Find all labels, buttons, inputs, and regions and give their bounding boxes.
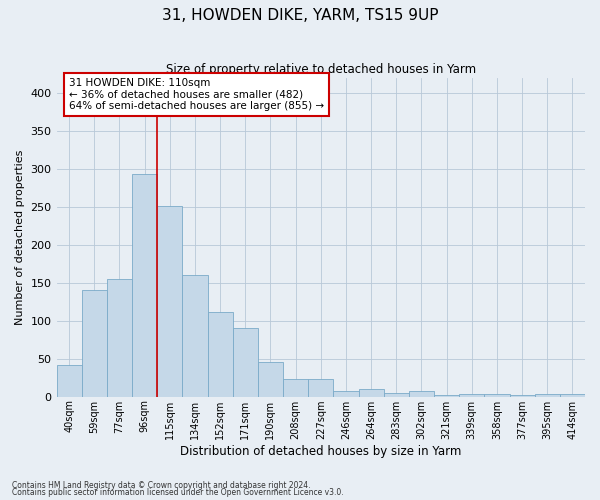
Bar [208,312,233,396]
Bar [359,389,383,396]
Bar [560,394,585,396]
Bar [233,328,258,396]
Bar [283,379,308,396]
X-axis label: Distribution of detached houses by size in Yarm: Distribution of detached houses by size … [180,444,461,458]
Text: Contains public sector information licensed under the Open Government Licence v3: Contains public sector information licen… [12,488,344,497]
Bar [383,393,409,396]
Text: Contains HM Land Registry data © Crown copyright and database right 2024.: Contains HM Land Registry data © Crown c… [12,480,311,490]
Bar [535,394,560,396]
Text: 31 HOWDEN DIKE: 110sqm
← 36% of detached houses are smaller (482)
64% of semi-de: 31 HOWDEN DIKE: 110sqm ← 36% of detached… [69,78,324,112]
Bar [409,392,434,396]
Y-axis label: Number of detached properties: Number of detached properties [15,150,25,325]
Bar [56,365,82,396]
Bar [82,290,107,397]
Bar [107,279,132,396]
Bar [258,362,283,396]
Bar [157,206,182,396]
Text: 31, HOWDEN DIKE, YARM, TS15 9UP: 31, HOWDEN DIKE, YARM, TS15 9UP [162,8,438,22]
Bar [308,379,334,396]
Bar [509,395,535,396]
Bar [484,394,509,396]
Bar [132,174,157,396]
Bar [434,395,459,396]
Bar [334,390,359,396]
Title: Size of property relative to detached houses in Yarm: Size of property relative to detached ho… [166,62,476,76]
Bar [459,394,484,396]
Bar [182,276,208,396]
